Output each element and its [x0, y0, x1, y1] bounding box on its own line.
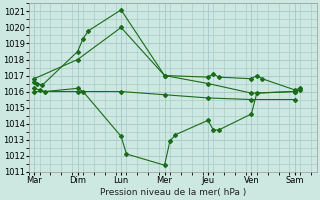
X-axis label: Pression niveau de la mer( hPa ): Pression niveau de la mer( hPa ) — [100, 188, 246, 197]
